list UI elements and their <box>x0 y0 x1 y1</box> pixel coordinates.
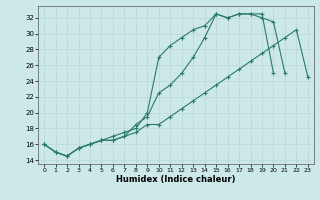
X-axis label: Humidex (Indice chaleur): Humidex (Indice chaleur) <box>116 175 236 184</box>
